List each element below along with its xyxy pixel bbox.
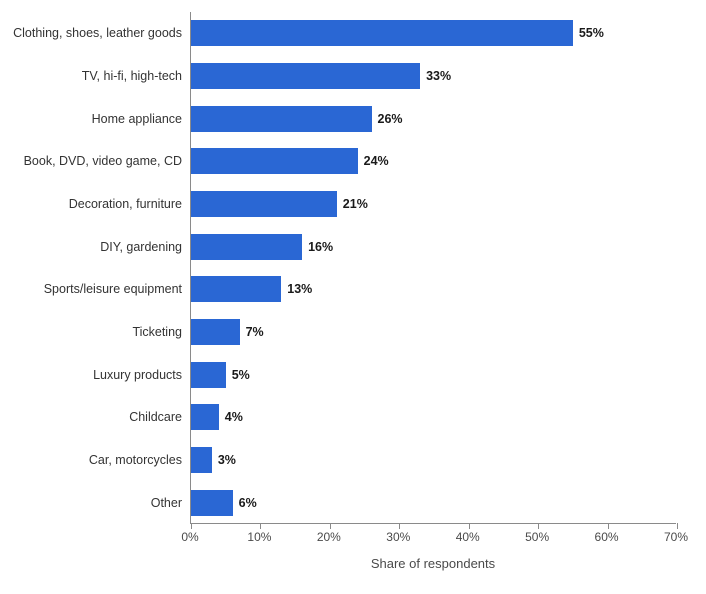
value-label: 5% bbox=[232, 368, 250, 382]
category-label: Clothing, shoes, leather goods bbox=[0, 26, 182, 40]
x-tick-label: 30% bbox=[386, 530, 410, 544]
x-tick-label: 50% bbox=[525, 530, 549, 544]
x-tick-label: 0% bbox=[181, 530, 198, 544]
category-label: TV, hi-fi, high-tech bbox=[0, 69, 182, 83]
bar bbox=[191, 106, 372, 132]
x-tick-label: 20% bbox=[317, 530, 341, 544]
bar bbox=[191, 404, 219, 430]
category-label: Decoration, furniture bbox=[0, 197, 182, 211]
value-label: 55% bbox=[579, 26, 604, 40]
category-label: Car, motorcycles bbox=[0, 453, 182, 467]
category-label: Other bbox=[0, 496, 182, 510]
x-tick-label: 40% bbox=[456, 530, 480, 544]
bar bbox=[191, 63, 420, 89]
category-label: Luxury products bbox=[0, 368, 182, 382]
x-tick bbox=[677, 523, 678, 529]
value-label: 21% bbox=[343, 197, 368, 211]
x-tick bbox=[399, 523, 400, 529]
x-tick bbox=[330, 523, 331, 529]
x-tick bbox=[191, 523, 192, 529]
category-label: Sports/leisure equipment bbox=[0, 282, 182, 296]
x-tick-label: 10% bbox=[247, 530, 271, 544]
bar bbox=[191, 20, 573, 46]
value-label: 13% bbox=[287, 282, 312, 296]
category-label: DIY, gardening bbox=[0, 240, 182, 254]
value-label: 6% bbox=[239, 496, 257, 510]
category-label: Ticketing bbox=[0, 325, 182, 339]
category-label: Home appliance bbox=[0, 112, 182, 126]
bar bbox=[191, 234, 302, 260]
x-tick bbox=[260, 523, 261, 529]
value-label: 3% bbox=[218, 453, 236, 467]
bar bbox=[191, 319, 240, 345]
value-label: 24% bbox=[364, 154, 389, 168]
x-axis-title: Share of respondents bbox=[190, 556, 676, 571]
bar-chart: Share of respondents 0% 10% 20% 30% 40% 50% 60… bbox=[0, 0, 706, 594]
value-label: 4% bbox=[225, 410, 243, 424]
x-tick bbox=[608, 523, 609, 529]
value-label: 26% bbox=[378, 112, 403, 126]
category-label: Book, DVD, video game, CD bbox=[0, 154, 182, 168]
value-label: 7% bbox=[246, 325, 264, 339]
value-label: 16% bbox=[308, 240, 333, 254]
category-label: Childcare bbox=[0, 410, 182, 424]
bar bbox=[191, 447, 212, 473]
bar bbox=[191, 191, 337, 217]
bar bbox=[191, 362, 226, 388]
x-tick bbox=[538, 523, 539, 529]
x-tick-label: 60% bbox=[595, 530, 619, 544]
x-tick bbox=[469, 523, 470, 529]
x-tick-label: 70% bbox=[664, 530, 688, 544]
bar bbox=[191, 490, 233, 516]
bar bbox=[191, 148, 358, 174]
bar bbox=[191, 276, 281, 302]
value-label: 33% bbox=[426, 69, 451, 83]
